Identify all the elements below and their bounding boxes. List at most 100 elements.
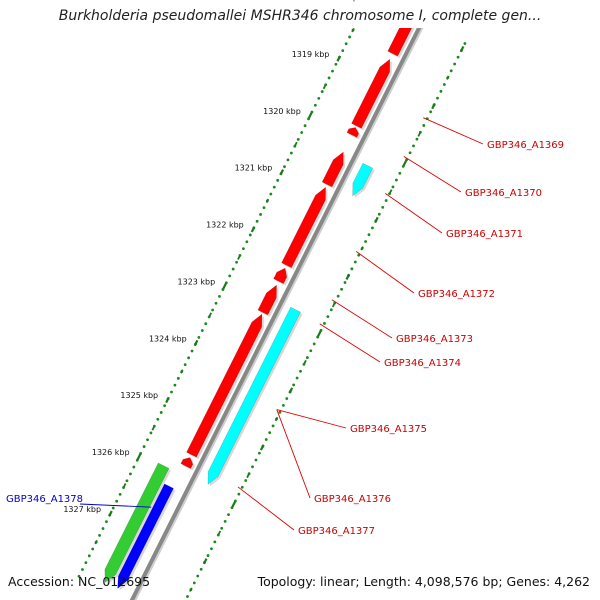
left-guide-dot — [187, 356, 191, 360]
right-guide-dot — [285, 397, 289, 400]
tick-mark-right — [431, 102, 436, 110]
gene-label-gbp346_a1373[interactable]: GBP346_A1373 — [396, 334, 473, 345]
tick-minor-left — [151, 426, 155, 431]
right-guide-dot — [384, 199, 388, 202]
gene-red-gene-top[interactable] — [387, 11, 414, 57]
tick-minor-left — [265, 198, 270, 203]
right-guide-dot — [326, 315, 330, 319]
tick-minor-right — [331, 303, 336, 308]
tick-label: 1325 kbp — [120, 391, 158, 400]
left-guide-dot — [214, 301, 218, 305]
left-guide-dot — [170, 390, 173, 394]
label-leader-line — [355, 251, 415, 294]
left-guide-dot — [105, 520, 108, 524]
tick-mark-right — [288, 387, 294, 394]
right-guide-dot — [449, 69, 453, 73]
gene-arrow-gbp346_a1369[interactable] — [351, 58, 391, 129]
gene-arrow-gbp346_a1372[interactable] — [281, 186, 326, 269]
map-title: Burkholderia pseudomallei MSHR346 chromo… — [58, 8, 542, 24]
label-layer: 1318 kbp 1319 kbp 1320 kbp 1321 kbp 1322 kbp… — [6, 0, 564, 537]
tick-mark-right — [231, 501, 237, 508]
left-guide-dot — [269, 192, 273, 196]
left-guide-dot — [91, 547, 95, 551]
gene-label-gbp346_a1374[interactable]: GBP346_A1374 — [384, 358, 461, 369]
right-guide-dot — [453, 62, 457, 66]
tick-label: 1321 kbp — [235, 164, 273, 173]
left-guide-dot — [118, 492, 122, 496]
gene-arrow-gbp346_a1374[interactable] — [257, 284, 277, 316]
backbone-shadow — [132, 28, 424, 600]
left-guide-dot — [242, 247, 245, 250]
gene-label-gbp346_a1376[interactable]: GBP346_A1376 — [314, 494, 391, 505]
left-guide-dot — [235, 260, 238, 264]
left-guide-dot — [149, 431, 153, 435]
label-leaders — [79, 117, 484, 531]
left-guide-dot — [313, 103, 317, 107]
left-guide-dot — [355, 22, 358, 25]
right-guide-dot — [227, 513, 230, 517]
left-guide-dot — [283, 165, 286, 169]
tick-mark-right — [345, 273, 351, 280]
feature-layer — [104, 11, 415, 591]
gene-label-gbp346_a1372[interactable]: GBP346_A1372 — [418, 289, 495, 300]
gene-label-gbp346_a1378[interactable]: GBP346_A1378 — [6, 494, 83, 505]
gene-arrow-gbp346_a1370[interactable] — [346, 127, 359, 138]
tick-mark-right — [259, 444, 265, 451]
gene-label-gbp346_a1370[interactable]: GBP346_A1370 — [465, 188, 542, 199]
right-guide-dot — [364, 240, 367, 243]
tick-label: 1318 kbp — [320, 0, 358, 2]
accession-text: Accession: NC_012695 — [8, 574, 151, 589]
label-leader-line — [423, 117, 484, 145]
right-guide-dot — [463, 42, 467, 45]
right-guide-dot — [206, 554, 210, 557]
right-guide-dot — [305, 356, 309, 359]
right-guide-dot — [398, 171, 402, 175]
left-guide-dot — [262, 206, 266, 210]
left-guide-dot — [128, 472, 132, 476]
gene-green-gene-bottom[interactable] — [104, 462, 170, 583]
right-guide-dot — [312, 342, 316, 346]
left-guide-dot — [300, 131, 304, 134]
gene-cyan-gene-1321[interactable] — [352, 162, 374, 197]
gene-label-gbp346_a1369[interactable]: GBP346_A1369 — [487, 140, 564, 151]
tick-mark-right — [317, 330, 322, 337]
left-guide-dot — [255, 219, 259, 223]
gene-arrow-gbp346_a1375[interactable] — [186, 313, 263, 458]
left-guide-dot — [101, 527, 105, 530]
tick-minor-right — [360, 246, 364, 251]
right-guide-dot — [371, 226, 374, 230]
tick-label: 1323 kbp — [178, 277, 216, 286]
left-guide-dot — [245, 240, 249, 244]
right-guide-dot — [264, 438, 268, 441]
label-leader-line — [319, 323, 381, 363]
tick-mark-left — [279, 169, 285, 176]
backbone-line — [129, 28, 422, 600]
right-guide-dot — [223, 520, 227, 523]
right-guide-dot — [210, 547, 213, 551]
right-guide-dot — [254, 458, 258, 462]
left-guide-dot — [362, 8, 365, 11]
gene-arrow-gbp346_a1371[interactable] — [321, 151, 344, 188]
left-guide-dot — [259, 213, 262, 216]
gene-label-gbp346_a1377[interactable]: GBP346_A1377 — [298, 526, 375, 537]
left-guide-dot — [197, 335, 201, 339]
left-guide-dot — [125, 479, 129, 483]
right-guide-dot — [237, 492, 241, 496]
left-guide-dot — [218, 294, 221, 298]
left-guide-dot — [344, 42, 348, 46]
left-guide-dot — [111, 506, 115, 510]
gene-arrow-gbp346_a1377[interactable] — [180, 457, 194, 469]
right-guide-dot — [196, 574, 200, 578]
gene-label-gbp346_a1375[interactable]: GBP346_A1375 — [350, 424, 427, 435]
right-guide-dot — [343, 281, 347, 284]
right-guide-dot — [192, 581, 196, 585]
gene-arrow-gbp346_a1378[interactable] — [117, 483, 174, 590]
right-guide-dot — [336, 294, 340, 298]
tick-mark-left — [250, 226, 256, 233]
tick-mark-right — [459, 46, 465, 53]
gene-label-gbp346_a1371[interactable]: GBP346_A1371 — [446, 229, 523, 240]
right-guide-dot — [309, 349, 313, 353]
gene-arrow-gbp346_a1376[interactable] — [207, 306, 301, 485]
label-leader-line — [79, 503, 152, 508]
gene-arrow-gbp346_a1373[interactable] — [273, 267, 288, 284]
